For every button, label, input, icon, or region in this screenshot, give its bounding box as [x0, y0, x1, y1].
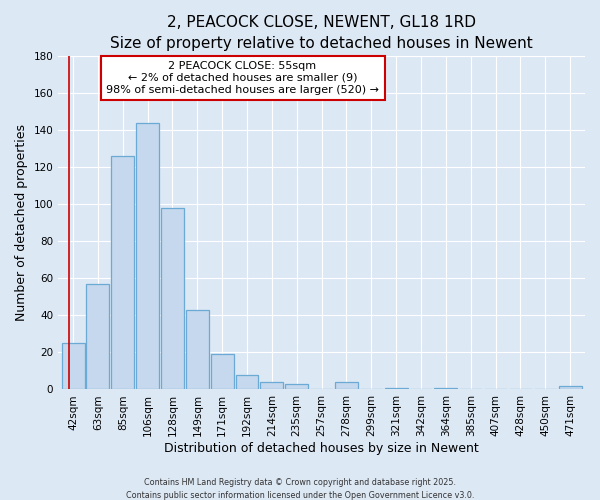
Bar [62, 343, 85, 390]
X-axis label: Distribution of detached houses by size in Newent: Distribution of detached houses by size … [164, 442, 479, 455]
Title: 2, PEACOCK CLOSE, NEWENT, GL18 1RD
Size of property relative to detached houses : 2, PEACOCK CLOSE, NEWENT, GL18 1RD Size … [110, 15, 533, 51]
Bar [211, 354, 233, 390]
Text: Contains HM Land Registry data © Crown copyright and database right 2025.
Contai: Contains HM Land Registry data © Crown c… [126, 478, 474, 500]
Bar [112, 156, 134, 390]
Text: 2 PEACOCK CLOSE: 55sqm
← 2% of detached houses are smaller (9)
98% of semi-detac: 2 PEACOCK CLOSE: 55sqm ← 2% of detached … [106, 62, 379, 94]
Bar [186, 310, 209, 390]
Bar [385, 388, 407, 390]
Bar [559, 386, 581, 390]
Bar [236, 374, 259, 390]
Bar [286, 384, 308, 390]
Bar [86, 284, 109, 390]
Bar [335, 382, 358, 390]
Bar [260, 382, 283, 390]
Bar [136, 123, 159, 390]
Bar [434, 388, 457, 390]
Y-axis label: Number of detached properties: Number of detached properties [15, 124, 28, 322]
Bar [161, 208, 184, 390]
